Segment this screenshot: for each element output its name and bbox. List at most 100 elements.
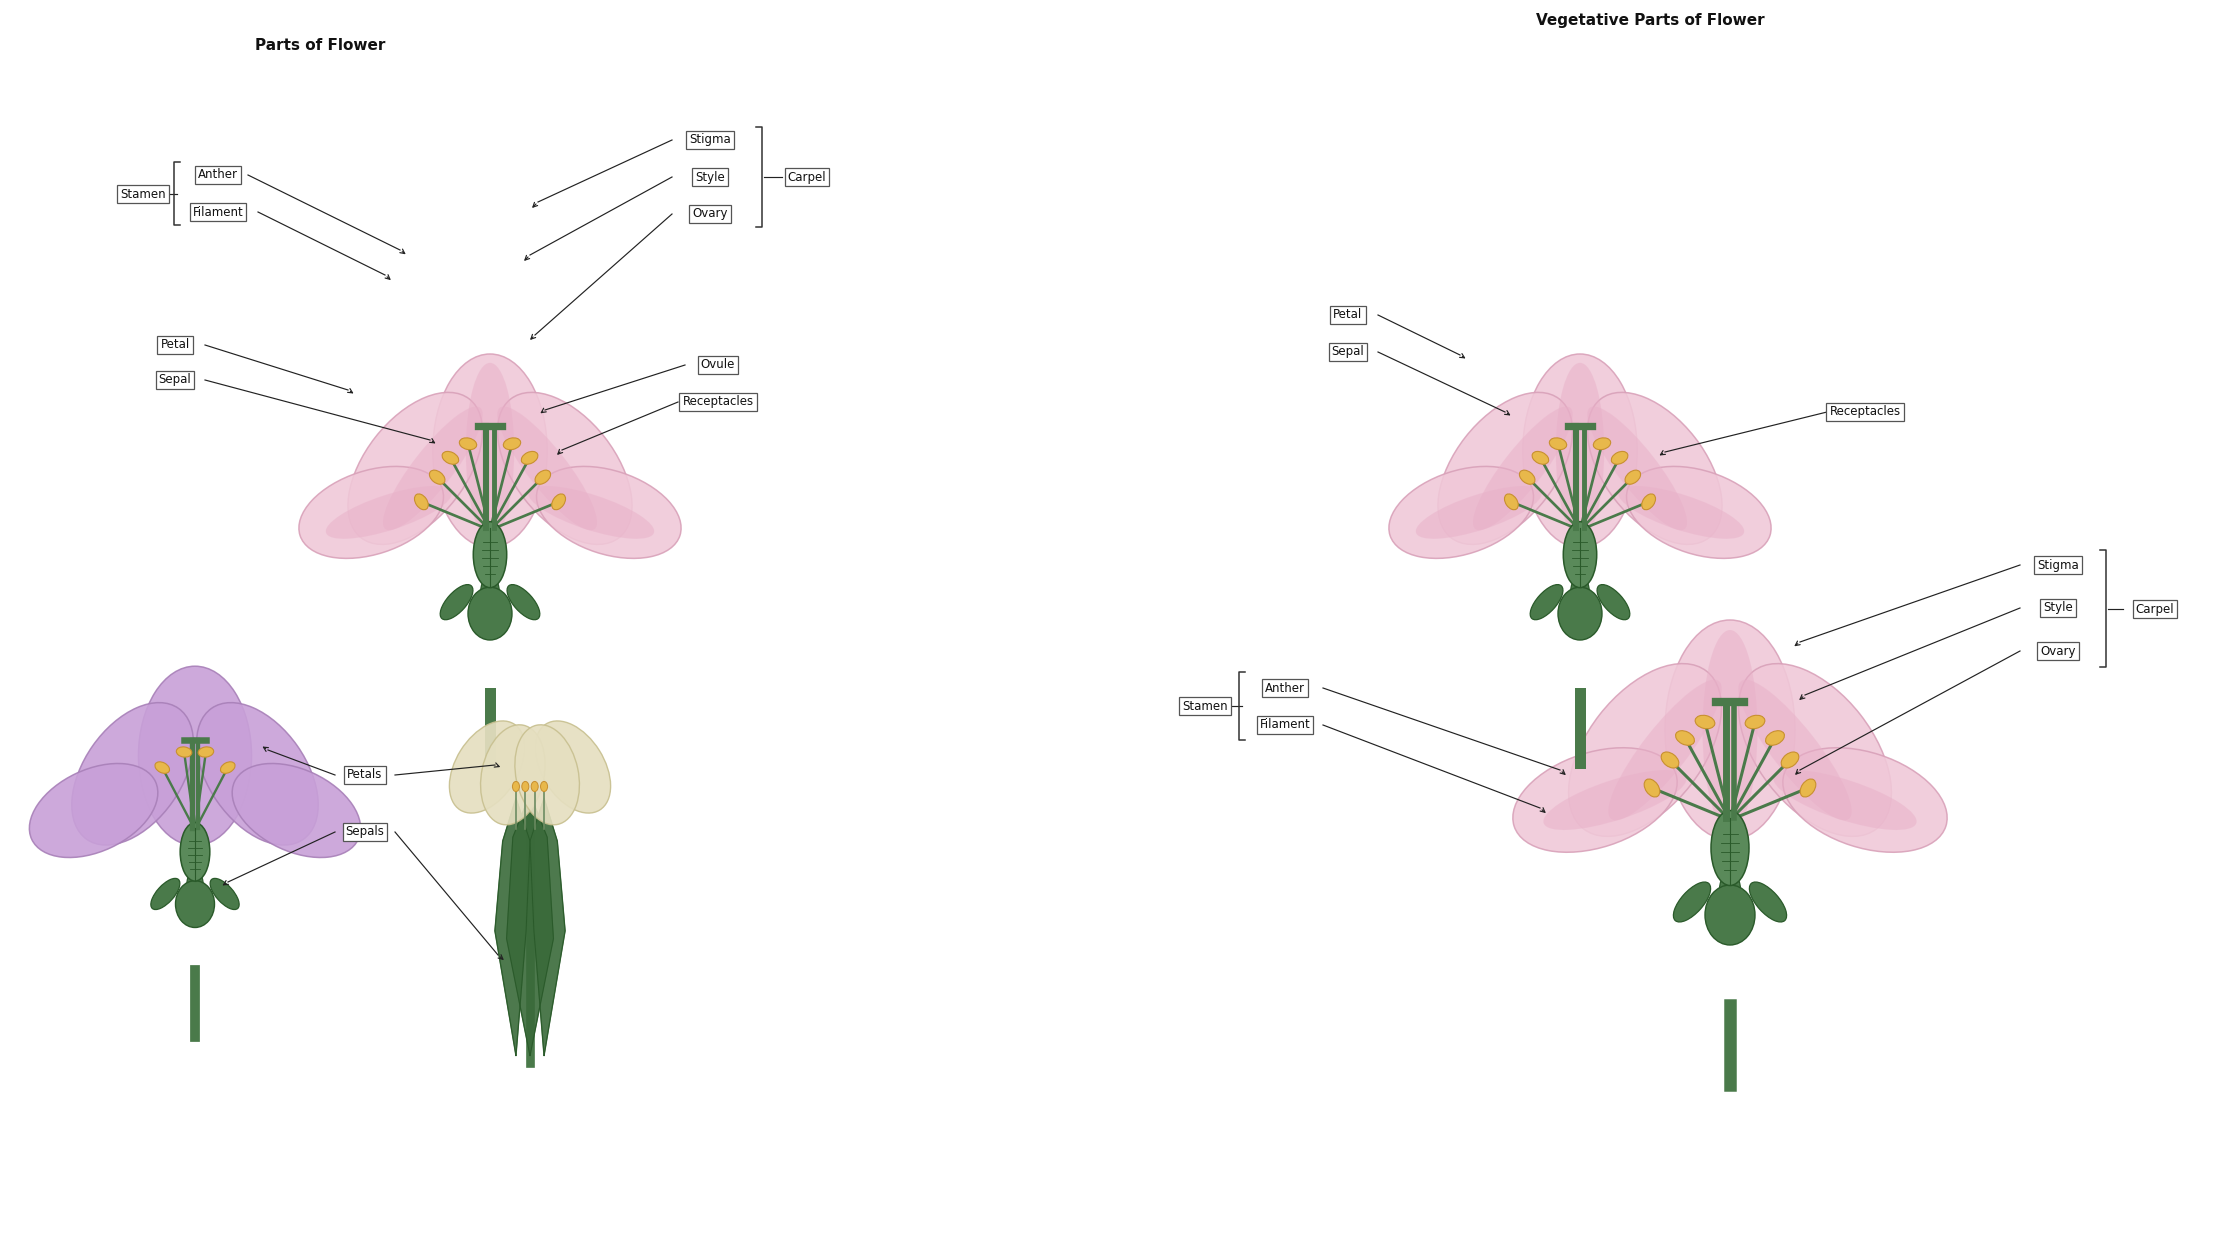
Polygon shape [495, 798, 531, 1056]
Ellipse shape [1519, 470, 1534, 484]
Text: Petal: Petal [1333, 309, 1362, 321]
Ellipse shape [497, 407, 598, 530]
Ellipse shape [325, 486, 452, 539]
Ellipse shape [1664, 620, 1794, 840]
Text: Receptacles: Receptacles [683, 396, 753, 408]
Ellipse shape [1624, 470, 1640, 484]
Polygon shape [531, 798, 564, 1056]
Ellipse shape [551, 494, 564, 510]
Ellipse shape [220, 762, 235, 774]
Ellipse shape [1617, 486, 1745, 539]
Text: Sepal: Sepal [1331, 345, 1364, 359]
Ellipse shape [383, 407, 482, 530]
Ellipse shape [1738, 679, 1852, 820]
Ellipse shape [430, 470, 446, 484]
Ellipse shape [540, 781, 547, 791]
Ellipse shape [468, 587, 513, 640]
Text: Carpel: Carpel [788, 170, 827, 184]
Ellipse shape [466, 363, 515, 539]
Ellipse shape [211, 878, 240, 910]
Ellipse shape [1662, 752, 1678, 769]
Ellipse shape [473, 522, 506, 587]
Ellipse shape [1626, 466, 1772, 558]
Ellipse shape [29, 764, 157, 858]
Ellipse shape [1676, 731, 1693, 746]
Text: Stigma: Stigma [2036, 558, 2079, 572]
Ellipse shape [1523, 354, 1637, 548]
Ellipse shape [515, 724, 580, 825]
Ellipse shape [1801, 779, 1817, 798]
Ellipse shape [1557, 363, 1604, 539]
Ellipse shape [450, 721, 524, 813]
Text: Stamen: Stamen [1183, 699, 1228, 712]
Ellipse shape [1718, 869, 1740, 920]
Text: Anther: Anther [197, 169, 237, 181]
Ellipse shape [441, 585, 473, 620]
Ellipse shape [1530, 585, 1564, 620]
Ellipse shape [497, 392, 632, 544]
Ellipse shape [1611, 451, 1628, 464]
Text: Anther: Anther [1266, 682, 1306, 694]
Ellipse shape [186, 869, 204, 908]
Ellipse shape [347, 392, 482, 544]
Ellipse shape [529, 486, 654, 539]
Ellipse shape [1783, 747, 1947, 852]
Ellipse shape [1711, 810, 1749, 886]
Text: Sepal: Sepal [159, 373, 190, 387]
Ellipse shape [1512, 747, 1678, 852]
Text: Stamen: Stamen [121, 188, 166, 200]
Text: Style: Style [694, 170, 726, 184]
Ellipse shape [522, 451, 538, 464]
Ellipse shape [1505, 494, 1519, 510]
Ellipse shape [432, 354, 547, 548]
Ellipse shape [1570, 575, 1590, 617]
Ellipse shape [479, 575, 500, 617]
Ellipse shape [482, 724, 544, 825]
Ellipse shape [414, 494, 428, 510]
Ellipse shape [1593, 437, 1611, 450]
Ellipse shape [1588, 407, 1687, 530]
Ellipse shape [1673, 882, 1711, 922]
Ellipse shape [535, 721, 612, 813]
Ellipse shape [1774, 770, 1917, 830]
Ellipse shape [506, 585, 540, 620]
Text: Petals: Petals [347, 769, 383, 781]
Ellipse shape [175, 881, 215, 927]
Ellipse shape [1608, 679, 1723, 820]
Polygon shape [506, 794, 553, 1056]
Ellipse shape [1765, 731, 1785, 746]
Ellipse shape [1702, 630, 1758, 830]
Text: Filament: Filament [1259, 718, 1310, 732]
Ellipse shape [155, 762, 170, 774]
Ellipse shape [535, 470, 551, 484]
Ellipse shape [1564, 522, 1597, 587]
Ellipse shape [72, 703, 193, 845]
Ellipse shape [459, 437, 477, 450]
Ellipse shape [1543, 770, 1687, 830]
Ellipse shape [513, 781, 520, 791]
Ellipse shape [1532, 451, 1548, 464]
Text: Vegetative Parts of Flower: Vegetative Parts of Flower [1537, 13, 1765, 28]
Ellipse shape [1738, 664, 1891, 837]
Ellipse shape [441, 451, 459, 464]
Ellipse shape [538, 466, 681, 558]
Ellipse shape [522, 781, 529, 791]
Ellipse shape [1749, 882, 1788, 922]
Ellipse shape [197, 703, 318, 845]
Ellipse shape [1705, 885, 1754, 945]
Text: Receptacles: Receptacles [1830, 406, 1900, 418]
Ellipse shape [1438, 392, 1572, 544]
Text: Parts of Flower: Parts of Flower [255, 38, 385, 53]
Ellipse shape [1696, 716, 1716, 728]
Ellipse shape [1745, 716, 1765, 728]
Text: Ovary: Ovary [692, 208, 728, 220]
Ellipse shape [1597, 585, 1631, 620]
Ellipse shape [531, 781, 538, 791]
Ellipse shape [197, 747, 213, 757]
Ellipse shape [1642, 494, 1655, 510]
Ellipse shape [139, 667, 251, 845]
Ellipse shape [298, 466, 444, 558]
Text: Filament: Filament [193, 205, 244, 218]
Ellipse shape [1389, 466, 1534, 558]
Text: Ovary: Ovary [2041, 645, 2076, 658]
